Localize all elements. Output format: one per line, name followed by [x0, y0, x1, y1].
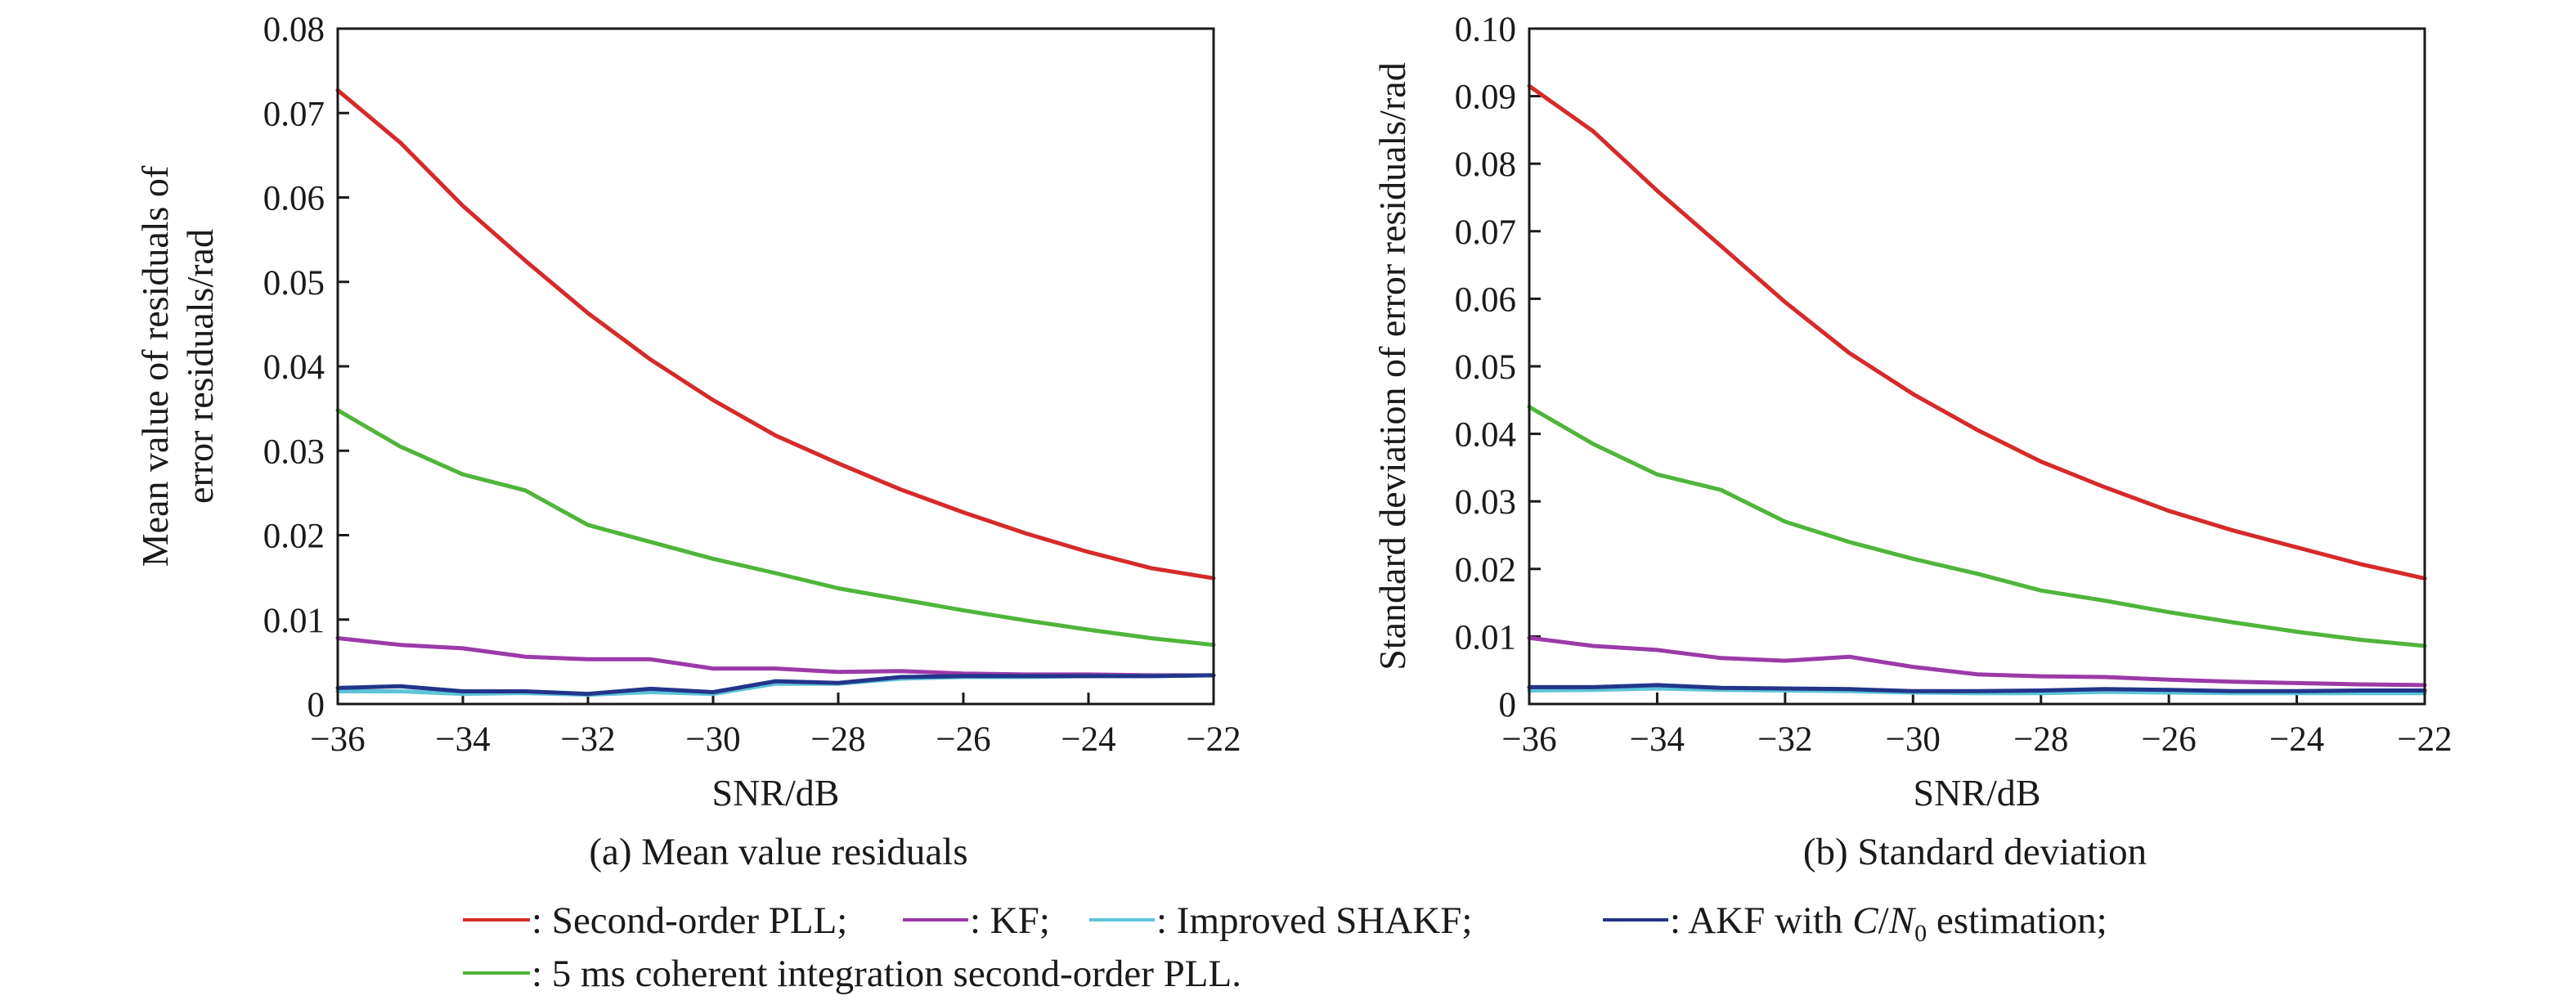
y-tick-label: 0.03 — [1455, 483, 1516, 522]
y-axis-title-line: Mean value of residuals of — [134, 165, 176, 567]
x-tick-label: −28 — [2013, 720, 2068, 759]
y-tick-label: 0.02 — [1455, 551, 1516, 590]
x-tick-label: −34 — [435, 720, 490, 759]
series-line-akf — [335, 673, 1216, 697]
panel-a-y-axis-title: Mean value of residuals of error residual… — [134, 165, 221, 567]
y-tick-label: 0.07 — [1455, 213, 1516, 252]
panel-b-y-axis-title: Standard deviation of error residuals/ra… — [1371, 62, 1413, 670]
legend: : Second-order PLL; : KF; : Improved SHA… — [463, 899, 2107, 995]
x-tick-label: −24 — [2269, 720, 2324, 759]
x-tick-label: −24 — [1061, 720, 1115, 759]
x-tick-label: −22 — [2397, 720, 2452, 759]
panel-b-series-lines — [1527, 83, 2427, 696]
x-tick-label: −32 — [560, 720, 615, 759]
y-tick-label: 0.09 — [1455, 78, 1516, 117]
series-line-coherent — [1527, 405, 2427, 648]
y-tick-label: 0.06 — [1455, 280, 1516, 319]
series-line-kf — [335, 636, 1216, 678]
y-tick-label: 0.07 — [263, 95, 325, 133]
panel-a-caption: (a) Mean value residuals — [589, 831, 967, 873]
panel-b-y-tick-labels: 0 0.01 0.02 0.03 0.04 0.05 0.06 0.07 0.08 0.09 0.1… — [1455, 11, 1516, 724]
y-tick-label: 0.06 — [263, 180, 325, 218]
y-tick-label: 0.02 — [263, 518, 325, 556]
y-tick-label: 0.01 — [1455, 618, 1516, 657]
legend-label-second-order-pll: : Second-order PLL; — [532, 899, 847, 942]
x-tick-label: −36 — [1501, 720, 1556, 759]
y-tick-label: 0.10 — [1455, 11, 1516, 49]
panel-a-series-lines — [335, 87, 1216, 697]
panel-a-tick-marks — [336, 27, 1215, 706]
legend-label-improved-shakf: : Improved SHAKF; — [1156, 899, 1472, 942]
y-tick-label: 0.04 — [1455, 416, 1516, 455]
panel-a-x-tick-labels: −36 −34 −32 −30 −28 −26 −24 −22 — [310, 720, 1241, 759]
panel-b-caption: (b) Standard deviation — [1803, 831, 2147, 873]
y-tick-label: 0.05 — [1455, 348, 1516, 387]
y-tick-label: 0.04 — [263, 348, 325, 387]
x-tick-label: −22 — [1186, 720, 1241, 759]
series-line-akf — [1527, 683, 2427, 693]
y-tick-label: 0 — [1499, 686, 1517, 724]
panel-a-mean-value-chart: 0 0.01 0.02 0.03 0.04 0.05 0.06 0.07 0.08 −36 −34… — [134, 11, 1241, 873]
panel-a-plot-frame — [336, 27, 1215, 706]
x-tick-label: −30 — [685, 720, 740, 759]
series-line-coherent — [335, 408, 1216, 648]
panel-b-standard-deviation-chart: 0 0.01 0.02 0.03 0.04 0.05 0.06 0.07 0.08 0.09 0.1… — [1371, 11, 2453, 873]
y-axis-title-line: error residuals/rad — [179, 229, 221, 504]
x-tick-label: −36 — [310, 720, 365, 759]
panel-a-y-tick-labels: 0 0.01 0.02 0.03 0.04 0.05 0.06 0.07 0.08 — [263, 11, 325, 724]
y-tick-label: 0.01 — [263, 602, 325, 640]
y-tick-label: 0.05 — [263, 264, 325, 303]
x-tick-label: −34 — [1630, 720, 1685, 759]
x-tick-label: −32 — [1757, 720, 1812, 759]
panel-b-x-axis-title: SNR/dB — [1914, 772, 2041, 814]
series-line-pll — [1527, 83, 2427, 581]
x-tick-label: −30 — [1886, 720, 1941, 759]
panel-b-x-tick-labels: −36 −34 −32 −30 −28 −26 −24 −22 — [1501, 720, 2452, 759]
x-tick-label: −26 — [936, 720, 990, 759]
y-tick-label: 0.08 — [263, 11, 325, 49]
panel-b-tick-marks — [1528, 27, 2426, 706]
panel-a-x-axis-title: SNR/dB — [712, 772, 840, 814]
series-line-kf — [1527, 635, 2427, 688]
x-tick-label: −28 — [810, 720, 865, 759]
y-tick-label: 0 — [307, 686, 325, 724]
legend-label-5ms-coherent-pll: : 5 ms coherent integration second-order… — [532, 953, 1241, 995]
legend-label-kf: : KF; — [970, 899, 1050, 942]
y-axis-title-line: Standard deviation of error residuals/ra… — [1371, 62, 1413, 670]
y-tick-label: 0.08 — [1455, 146, 1516, 184]
legend-label-akf: : AKF with C/N0 estimation; — [1670, 899, 2107, 947]
y-tick-label: 0.03 — [263, 433, 325, 471]
series-line-pll — [335, 87, 1216, 581]
panel-b-plot-frame — [1528, 27, 2426, 706]
x-tick-label: −26 — [2142, 720, 2197, 759]
